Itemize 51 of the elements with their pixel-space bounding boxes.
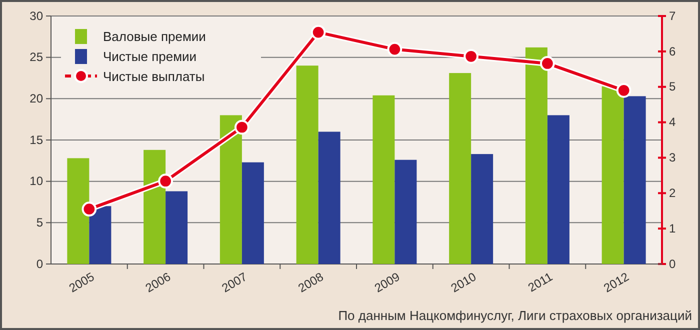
x-tick-label: 2005: [66, 270, 97, 296]
bar: [144, 150, 166, 264]
point: [82, 202, 97, 217]
y2-tick-label: 3: [669, 150, 676, 165]
x-tick-label: 2006: [142, 270, 174, 296]
y2-tick-label: 7: [669, 8, 676, 23]
bar: [624, 96, 646, 264]
bar: [166, 191, 188, 264]
y2-tick-label: 2: [669, 186, 676, 200]
point: [616, 82, 632, 98]
y2-tick-label: 5: [669, 80, 676, 94]
bar: [89, 206, 112, 264]
y-tick-label: 20: [30, 92, 44, 106]
x-tick-label: 2010: [448, 270, 479, 296]
x-tick-label: 2011: [526, 270, 556, 295]
y-tick-label: 25: [30, 50, 44, 64]
point: [387, 42, 402, 57]
point: [234, 120, 250, 135]
point: [464, 48, 478, 64]
y-tick-label: 10: [30, 174, 44, 188]
bar: [318, 132, 340, 264]
bar: [449, 73, 472, 264]
y-tick-label: 5: [36, 216, 44, 230]
bar: [242, 162, 264, 264]
y2-tick-label: 1: [669, 221, 676, 236]
text: По данным Нацкомфинуслуг, Лиги страховых организаций: [338, 308, 692, 323]
x-tick-label: 2008: [296, 270, 326, 296]
x-tick-label: 2007: [219, 270, 250, 296]
y2-tick-label: 6: [669, 44, 676, 58]
bar: [220, 115, 242, 264]
bar: [372, 95, 395, 264]
legend-label: Валовые премии: [103, 29, 206, 44]
y-tick-label: 30: [30, 8, 44, 23]
legend-label: Чистые премии: [103, 49, 197, 64]
y2-tick-label: 0: [669, 256, 676, 271]
point: [158, 174, 173, 189]
bar: [471, 154, 494, 264]
bar: [525, 47, 548, 264]
legend-label: Чистые выплаты: [103, 69, 205, 84]
x-tick-label: 2009: [372, 270, 402, 296]
bar: [394, 160, 417, 264]
x-tick-label: 2012: [601, 270, 632, 296]
point: [540, 56, 555, 71]
y-tick-label: 0: [36, 256, 44, 271]
bar: [296, 66, 318, 264]
point: [310, 24, 326, 40]
bar: [547, 115, 570, 264]
bar: [67, 158, 90, 264]
y-tick-label: 15: [30, 132, 44, 147]
y2-tick-label: 4: [669, 115, 676, 130]
bar: [602, 86, 624, 264]
